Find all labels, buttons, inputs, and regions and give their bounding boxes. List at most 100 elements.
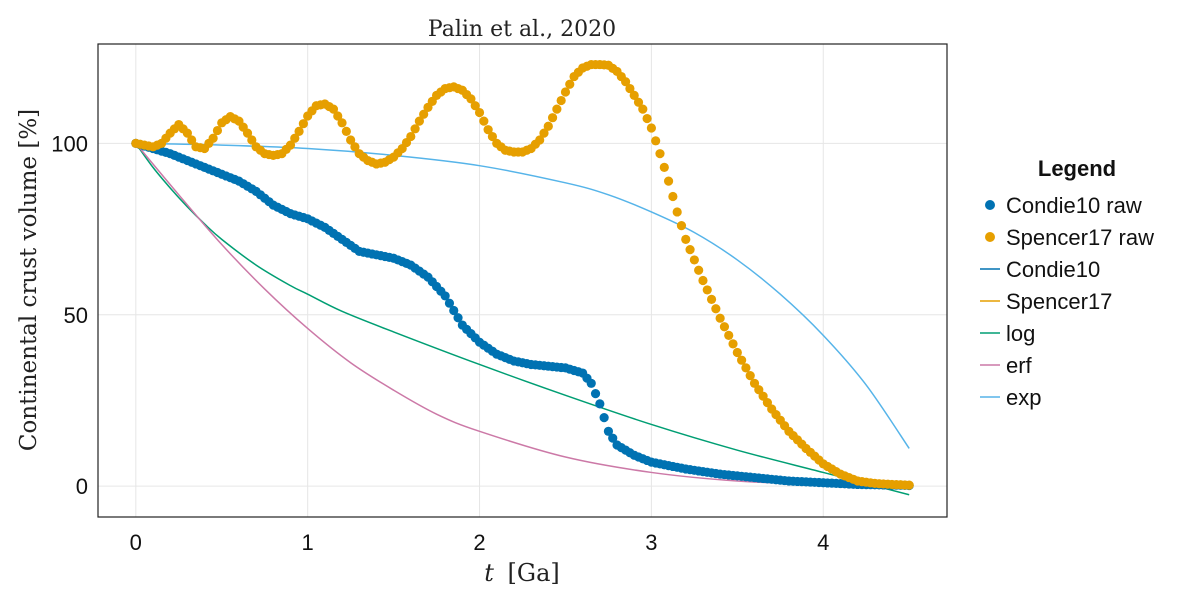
data-point	[406, 131, 416, 142]
legend-item-spencer17-raw: Spencer17 raw	[985, 225, 1154, 250]
data-point	[651, 136, 661, 146]
data-point	[410, 124, 420, 134]
data-point	[663, 176, 674, 186]
data-point	[487, 131, 498, 142]
data-point	[350, 142, 360, 152]
plot-series	[131, 59, 914, 496]
data-point	[414, 116, 424, 126]
data-point	[552, 104, 562, 114]
data-point	[629, 90, 639, 101]
data-point	[333, 111, 343, 121]
data-point	[483, 125, 493, 135]
legend-label: erf	[1006, 353, 1033, 378]
data-point	[453, 313, 463, 323]
legend-marker	[985, 232, 995, 242]
data-point	[247, 135, 257, 145]
data-point	[706, 294, 717, 304]
y-tick-label: 50	[64, 303, 88, 328]
legend-label: log	[1006, 321, 1035, 346]
series-line-log	[135, 142, 910, 496]
legend-title: Legend	[1038, 156, 1116, 181]
legend-label: Spencer17 raw	[1006, 225, 1154, 250]
legend-item-erf: erf	[980, 353, 1033, 378]
plot-frame	[97, 43, 948, 518]
data-point	[543, 121, 553, 131]
data-point	[337, 118, 347, 128]
data-point	[676, 221, 687, 231]
series-points-spencer17-raw	[131, 59, 914, 490]
data-point	[646, 123, 657, 133]
x-axis-unit: [Ga]	[508, 559, 560, 587]
data-point	[187, 135, 197, 145]
legend-marker	[985, 200, 995, 210]
data-point	[474, 107, 485, 118]
data-point	[599, 413, 609, 423]
data-point	[698, 275, 708, 286]
data-point	[681, 234, 691, 244]
data-point	[285, 140, 296, 150]
data-point	[586, 378, 596, 388]
legend-label: Spencer17	[1006, 289, 1112, 314]
data-point	[470, 101, 480, 111]
x-tick-label: 2	[473, 530, 485, 555]
data-point	[719, 322, 730, 332]
x-tick-label: 3	[645, 530, 657, 555]
data-point	[715, 313, 725, 323]
data-point	[590, 389, 601, 399]
x-axis-symbol: t	[484, 559, 494, 587]
data-point	[694, 265, 704, 275]
data-point	[685, 245, 695, 255]
data-point	[565, 79, 575, 89]
data-point	[608, 433, 618, 443]
x-axis-label: t [Ga]	[484, 559, 560, 587]
series-line-exp	[135, 142, 910, 449]
data-point	[655, 149, 665, 159]
legend-label: exp	[1006, 385, 1041, 410]
chart-title: Palin et al., 2020	[428, 17, 616, 42]
data-point	[440, 291, 450, 301]
data-point	[672, 207, 682, 217]
data-point	[642, 113, 652, 124]
data-point	[298, 119, 308, 129]
data-point	[737, 355, 747, 365]
data-point	[668, 191, 678, 202]
data-point	[466, 94, 476, 104]
data-point	[346, 135, 356, 145]
data-point	[659, 162, 669, 172]
legend-item-spencer17: Spencer17	[980, 289, 1112, 314]
y-axis-label: Continental crust volume [%]	[16, 109, 42, 451]
data-point	[603, 426, 614, 436]
data-point	[732, 347, 742, 358]
x-tick-label: 0	[130, 530, 142, 555]
legend-item-log: log	[980, 321, 1035, 346]
y-tick-label: 0	[76, 474, 88, 499]
data-point	[212, 125, 223, 136]
data-point	[689, 255, 699, 265]
x-tick-label: 4	[817, 530, 829, 555]
data-point	[904, 480, 914, 490]
data-point	[702, 285, 712, 295]
data-point	[595, 399, 605, 409]
data-point	[638, 104, 648, 114]
data-point	[711, 304, 721, 314]
data-point	[341, 126, 351, 136]
legend-item-condie10-raw: Condie10 raw	[985, 193, 1142, 218]
data-point	[479, 116, 489, 126]
data-point	[328, 104, 339, 114]
data-point	[535, 135, 545, 145]
data-point	[294, 126, 304, 136]
data-point	[556, 95, 566, 106]
data-point	[444, 298, 455, 308]
data-point	[539, 128, 549, 138]
grid	[98, 44, 947, 517]
data-point	[290, 133, 300, 143]
legend-item-exp: exp	[980, 385, 1041, 410]
data-point	[741, 363, 751, 373]
data-point	[560, 87, 571, 97]
data-point	[449, 305, 459, 316]
series-line-erf	[135, 142, 910, 487]
data-point	[625, 83, 635, 94]
data-point	[547, 113, 558, 123]
x-tick-label: 1	[302, 530, 314, 555]
